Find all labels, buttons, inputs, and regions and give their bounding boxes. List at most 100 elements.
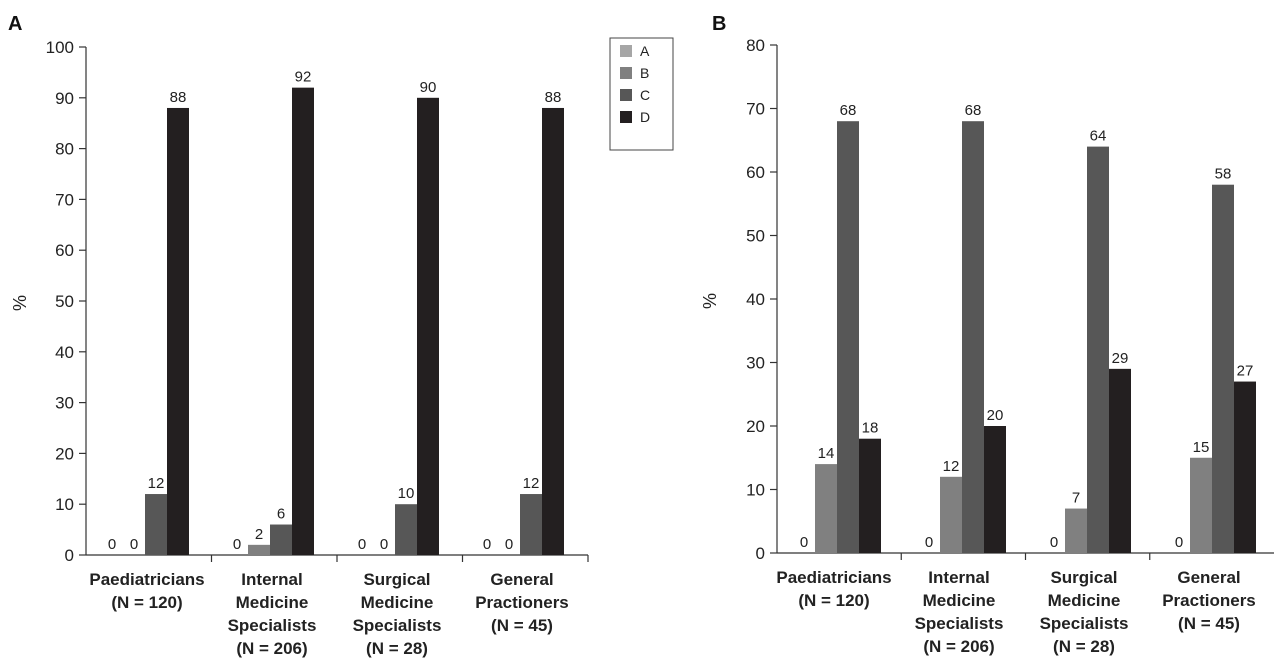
data-label: 90 bbox=[420, 79, 437, 96]
category-label: (N = 206) bbox=[923, 637, 994, 656]
y-tick-label: 10 bbox=[55, 495, 74, 514]
bar-d bbox=[1109, 369, 1131, 553]
bar-b bbox=[1190, 458, 1212, 553]
data-label: 68 bbox=[840, 102, 857, 119]
y-tick-label: 20 bbox=[55, 444, 74, 463]
y-axis-label: % bbox=[700, 293, 720, 309]
category-label: Surgical bbox=[363, 570, 430, 589]
category-label: Practioners bbox=[1162, 591, 1256, 610]
data-label: 88 bbox=[170, 89, 187, 106]
legend-swatch bbox=[620, 67, 632, 79]
data-label: 0 bbox=[130, 536, 138, 553]
data-label: 0 bbox=[925, 534, 933, 551]
category-label: General bbox=[1177, 568, 1240, 587]
bar-b bbox=[940, 477, 962, 553]
y-tick-label: 60 bbox=[55, 241, 74, 260]
category-label: (N = 45) bbox=[1178, 614, 1240, 633]
panel-label: B bbox=[712, 13, 726, 35]
y-tick-label: 50 bbox=[746, 227, 765, 246]
y-tick-label: 100 bbox=[46, 38, 74, 57]
data-label: 2 bbox=[255, 526, 263, 543]
y-tick-label: 40 bbox=[746, 290, 765, 309]
panel-label: A bbox=[8, 13, 22, 35]
y-tick-label: 90 bbox=[55, 89, 74, 108]
bar-c bbox=[1087, 147, 1109, 553]
category-label: Surgical bbox=[1050, 568, 1117, 587]
data-label: 6 bbox=[277, 506, 285, 523]
data-label: 12 bbox=[523, 475, 540, 492]
legend-entry: B bbox=[640, 65, 649, 81]
data-label: 64 bbox=[1090, 128, 1107, 145]
category-label: (N = 45) bbox=[491, 616, 553, 635]
bar-b bbox=[815, 464, 837, 553]
data-label: 0 bbox=[380, 536, 388, 553]
data-label: 58 bbox=[1215, 166, 1232, 183]
category-label: Paediatricians bbox=[776, 568, 891, 587]
y-tick-label: 30 bbox=[746, 354, 765, 373]
data-label: 0 bbox=[483, 536, 491, 553]
data-label: 14 bbox=[818, 445, 835, 462]
y-tick-label: 10 bbox=[746, 481, 765, 500]
data-label: 0 bbox=[1050, 534, 1058, 551]
bar-d bbox=[984, 426, 1006, 553]
category-label: Specialists bbox=[353, 616, 442, 635]
category-label: Medicine bbox=[1048, 591, 1121, 610]
category-label: (N = 206) bbox=[236, 639, 307, 658]
category-label: Specialists bbox=[1040, 614, 1129, 633]
data-label: 92 bbox=[295, 69, 312, 86]
data-label: 0 bbox=[108, 536, 116, 553]
bar-d bbox=[859, 439, 881, 553]
category-label: Specialists bbox=[228, 616, 317, 635]
y-tick-label: 0 bbox=[756, 544, 765, 563]
category-label: Internal bbox=[241, 570, 302, 589]
data-label: 7 bbox=[1072, 490, 1080, 507]
y-tick-label: 80 bbox=[746, 36, 765, 55]
data-label: 29 bbox=[1112, 350, 1129, 367]
category-label: (N = 120) bbox=[798, 591, 869, 610]
bar-c bbox=[837, 121, 859, 553]
data-label: 68 bbox=[965, 102, 982, 119]
bar-d bbox=[1234, 382, 1256, 553]
bar-b bbox=[248, 545, 270, 555]
legend-swatch bbox=[620, 111, 632, 123]
category-label: Medicine bbox=[923, 591, 996, 610]
y-tick-label: 20 bbox=[746, 417, 765, 436]
legend-entry: C bbox=[640, 87, 650, 103]
legend-swatch bbox=[620, 89, 632, 101]
data-label: 88 bbox=[545, 89, 562, 106]
category-label: General bbox=[490, 570, 553, 589]
data-label: 15 bbox=[1193, 439, 1210, 456]
data-label: 12 bbox=[943, 458, 960, 475]
y-tick-label: 70 bbox=[55, 190, 74, 209]
category-label: Medicine bbox=[361, 593, 434, 612]
category-label: Internal bbox=[928, 568, 989, 587]
data-label: 20 bbox=[987, 407, 1004, 424]
y-axis-label: % bbox=[10, 295, 30, 311]
y-tick-label: 60 bbox=[746, 163, 765, 182]
legend-swatch bbox=[620, 45, 632, 57]
data-label: 0 bbox=[233, 536, 241, 553]
bar-b bbox=[1065, 509, 1087, 553]
data-label: 0 bbox=[800, 534, 808, 551]
data-label: 0 bbox=[358, 536, 366, 553]
bar-c bbox=[962, 121, 984, 553]
y-tick-label: 50 bbox=[55, 292, 74, 311]
category-label: Practioners bbox=[475, 593, 569, 612]
category-label: (N = 28) bbox=[1053, 637, 1115, 656]
bar-d bbox=[542, 108, 564, 555]
bar-d bbox=[292, 88, 314, 555]
data-label: 0 bbox=[505, 536, 513, 553]
y-tick-label: 80 bbox=[55, 140, 74, 159]
category-label: Medicine bbox=[236, 593, 309, 612]
panel-b: B%010203040506070800146818Paediatricians… bbox=[700, 13, 1274, 656]
bar-c bbox=[520, 494, 542, 555]
category-label: (N = 120) bbox=[111, 593, 182, 612]
bar-c bbox=[145, 494, 167, 555]
category-label: Specialists bbox=[915, 614, 1004, 633]
data-label: 18 bbox=[862, 420, 879, 437]
data-label: 10 bbox=[398, 485, 415, 502]
bar-d bbox=[417, 98, 439, 555]
